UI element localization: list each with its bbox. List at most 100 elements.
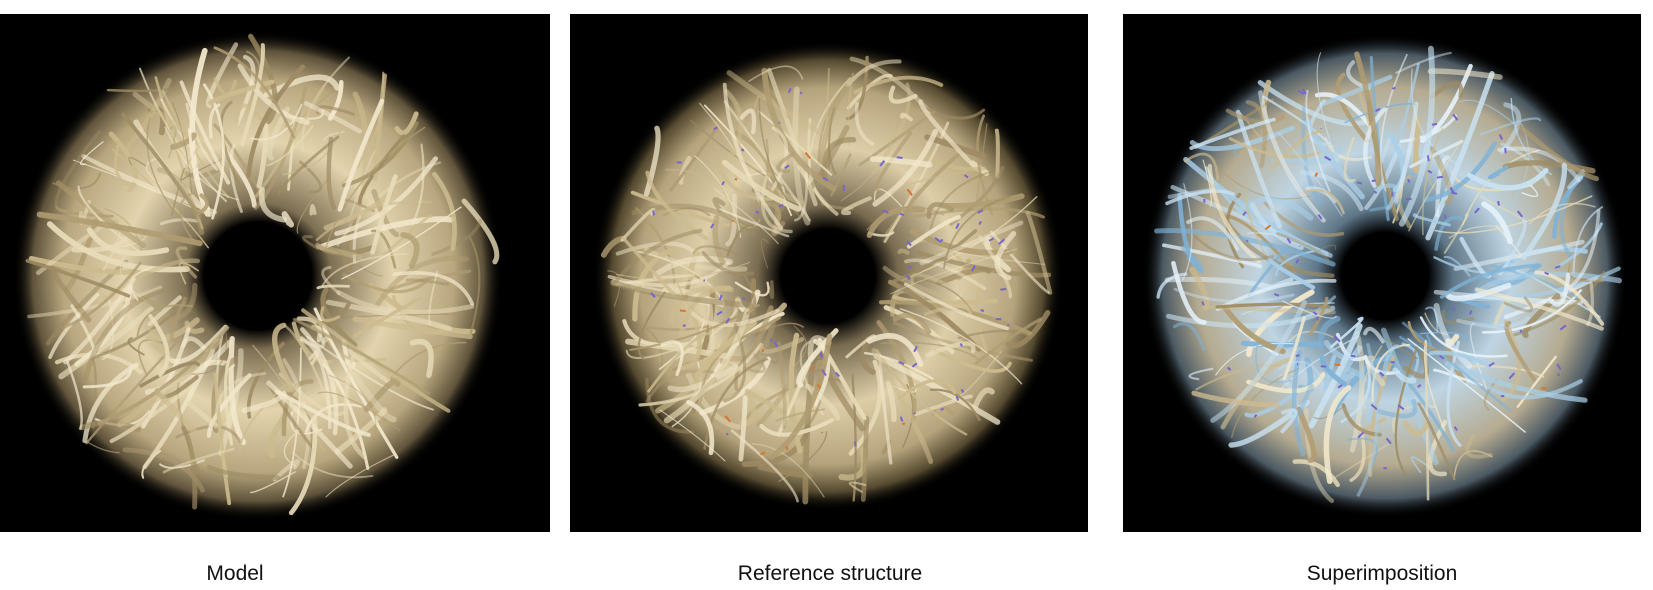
ribbon-strand xyxy=(903,282,1009,331)
ligand-stick xyxy=(1449,187,1455,194)
ribbon-strand xyxy=(898,378,957,400)
ribbon-strand xyxy=(54,130,102,210)
ribbon-strand xyxy=(320,287,358,348)
ligand-sticks xyxy=(650,87,1010,456)
ribbon-strand xyxy=(1244,178,1266,256)
ribbon-strand xyxy=(36,211,203,247)
ribbon-strand xyxy=(27,285,163,319)
ribbon-strand xyxy=(712,215,727,268)
ribbon-strand xyxy=(775,408,826,422)
ligand-stick xyxy=(1201,301,1205,306)
ribbon-strand xyxy=(848,359,883,456)
ribbon-strand xyxy=(663,309,751,424)
ribbon-strand xyxy=(1528,202,1596,225)
ligand-stick xyxy=(1391,86,1396,90)
ligand-stick xyxy=(778,203,784,208)
ribbon-strand xyxy=(1479,117,1542,136)
ribbon-strand xyxy=(1497,146,1581,183)
reference-structure-caption: Reference structure xyxy=(737,562,923,585)
ribbon-strand xyxy=(699,356,771,416)
ribbon-strand xyxy=(197,193,209,215)
ribbon-strand xyxy=(328,374,377,436)
ligand-stick xyxy=(913,412,916,415)
ribbon-strand xyxy=(52,172,102,190)
ligand-stick xyxy=(811,365,817,370)
ligand-stick xyxy=(940,238,944,242)
ligand-stick xyxy=(1498,134,1504,141)
ligand-stick xyxy=(1297,89,1305,95)
ribbon-strand xyxy=(848,481,867,493)
ligand-stick xyxy=(1317,214,1323,220)
ribbon-strand xyxy=(390,341,467,379)
ribbon-strand xyxy=(823,67,830,146)
ligand-stick xyxy=(1474,207,1480,214)
ribbon-strand xyxy=(726,70,823,135)
ligand-sticks xyxy=(1201,86,1567,470)
ribbon-strand xyxy=(1308,323,1363,429)
ribbon-strand xyxy=(1329,316,1364,349)
ribbon-strand xyxy=(873,353,1001,425)
ribbon-strand xyxy=(668,285,734,326)
ribbon-strand xyxy=(750,201,782,234)
ribbon-strand xyxy=(1173,287,1295,303)
ribbon-strand xyxy=(1210,300,1308,423)
ribbon-strand xyxy=(1356,343,1379,497)
ribbon-strand xyxy=(818,84,850,165)
ligand-stick xyxy=(742,296,746,301)
ribbon-strand xyxy=(722,313,777,362)
ribbon-strand xyxy=(246,64,305,178)
ribbon-strand xyxy=(688,308,780,328)
ribbon-strand xyxy=(694,155,742,239)
ribbon-strand xyxy=(1269,129,1325,171)
ribbon-strand xyxy=(1481,201,1513,245)
ribbon-strand xyxy=(726,224,757,257)
ribbon-strand xyxy=(1188,367,1214,381)
ribbon-strand xyxy=(1376,399,1418,419)
ribbon-strand xyxy=(352,296,422,338)
ligand-stick xyxy=(1379,371,1385,377)
ligand-stick xyxy=(799,91,803,95)
ribbon-strand xyxy=(1186,216,1240,251)
ribbon-strand xyxy=(846,73,893,110)
ribbon-strand xyxy=(939,193,1025,209)
ribbon-strand xyxy=(141,450,162,479)
ligand-stick xyxy=(980,309,985,312)
ribbon-strand xyxy=(1407,321,1443,354)
ribbon-strand xyxy=(1215,302,1331,309)
ligand-stick xyxy=(1350,354,1356,358)
ribbon-strand xyxy=(1373,183,1398,211)
ribbon-strand xyxy=(645,378,695,434)
ribbon-strand xyxy=(899,308,1023,385)
ribbon-strand xyxy=(840,119,896,202)
ribbon-strand xyxy=(1387,131,1406,193)
ribbon-strand xyxy=(277,135,340,195)
ribbon-strand xyxy=(1516,270,1601,318)
ribbon-strand xyxy=(229,143,243,213)
ligand-stick xyxy=(1371,179,1376,183)
ribbon-strand xyxy=(281,211,295,228)
ribbon-strand xyxy=(1341,365,1377,422)
ribbon-strand xyxy=(918,99,971,163)
ribbon-strand xyxy=(659,409,726,462)
ribbon-strand xyxy=(1395,51,1452,74)
ribbon-strand xyxy=(321,265,341,295)
ribbon-strand xyxy=(1296,383,1315,417)
ribbon-strand xyxy=(712,197,726,213)
ribbon-strand xyxy=(1419,316,1508,358)
ribbon-strand xyxy=(1399,334,1433,352)
ribbon-strand xyxy=(1419,331,1468,344)
ribbon-strand xyxy=(1241,302,1335,315)
ribbon-strand xyxy=(871,348,934,464)
ligand-stick xyxy=(713,126,718,131)
ribbon-strand xyxy=(919,104,986,120)
ribbon-strand xyxy=(1282,300,1337,319)
ribbon-strand xyxy=(168,125,177,159)
reference-structure-image xyxy=(593,41,1063,511)
ribbon-strand xyxy=(776,341,787,429)
ribbon-strand xyxy=(759,337,805,354)
ribbon-strand xyxy=(358,134,406,205)
ribbon-strand xyxy=(213,46,296,139)
ribbon-strand xyxy=(669,127,718,192)
ribbon-strand xyxy=(769,333,833,460)
ribbon-strand xyxy=(343,356,368,460)
